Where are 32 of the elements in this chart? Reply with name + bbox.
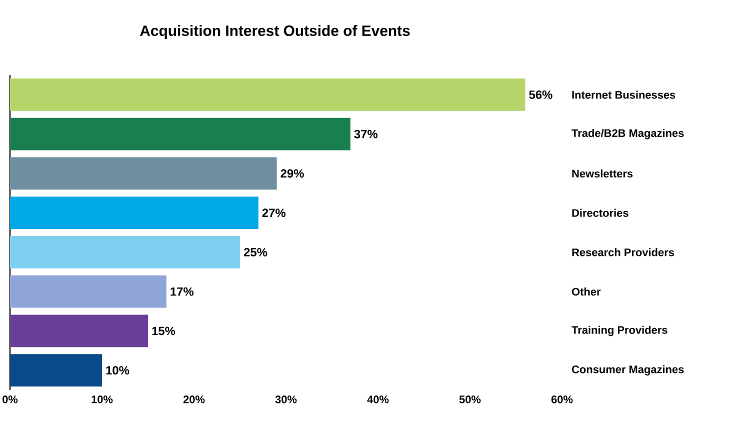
bar — [10, 118, 350, 150]
bar — [10, 157, 277, 190]
y-tick-label: Consumer Magazines — [572, 365, 684, 376]
y-tick-label: Directories — [572, 208, 628, 217]
bar — [10, 236, 240, 268]
x-tick-label: 10% — [92, 396, 113, 404]
bar — [10, 196, 258, 229]
data-label: 37% — [354, 130, 378, 138]
data-label: 56% — [529, 90, 552, 99]
data-label: 25% — [244, 248, 268, 256]
bar — [10, 275, 166, 308]
data-label: 29% — [280, 169, 304, 178]
bar — [10, 78, 526, 111]
x-tick-label: 30% — [275, 396, 297, 404]
data-label: 27% — [262, 208, 286, 218]
y-tick-label: Internet Businesses — [572, 90, 676, 99]
y-tick-label: Training Providers — [572, 326, 668, 336]
x-tick-label: 20% — [183, 396, 205, 404]
bar — [10, 314, 148, 348]
data-label: 17% — [170, 287, 194, 296]
bar — [10, 354, 102, 386]
y-tick-label: Research Providers — [572, 248, 674, 256]
y-tick-label: Newsletters — [572, 169, 633, 178]
y-tick-label: Other — [572, 288, 601, 296]
data-label: 15% — [152, 326, 176, 336]
y-tick-label: Trade/B2B Magazines — [572, 128, 684, 140]
x-tick-label: 60% — [551, 396, 573, 404]
x-tick-label: 0% — [2, 396, 18, 404]
x-tick-label: 40% — [367, 396, 389, 404]
chart-title: Acquisition Interest Outside of Events — [140, 25, 410, 39]
data-label: 10% — [106, 366, 130, 375]
x-tick-label: 50% — [459, 396, 481, 404]
